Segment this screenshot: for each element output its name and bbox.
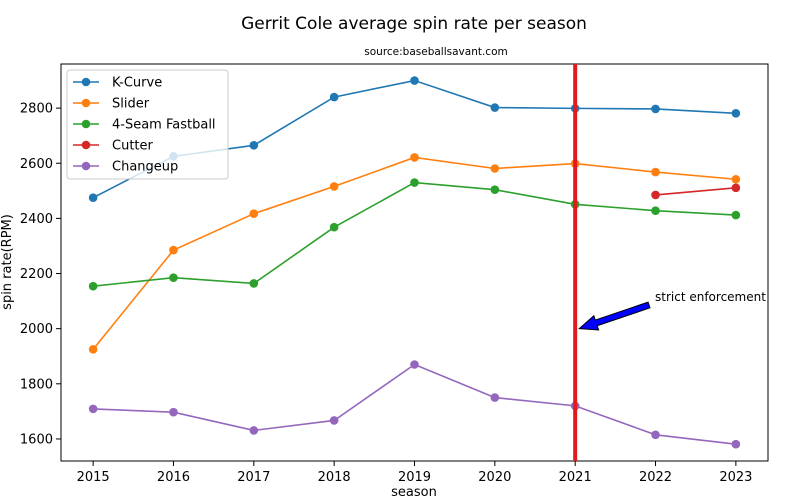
y-axis-label: spin rate(RPM) <box>0 214 15 310</box>
data-point-slider <box>329 182 339 191</box>
legend-marker <box>81 77 91 87</box>
data-point-slider <box>651 167 660 177</box>
legend-marker <box>81 161 91 171</box>
x-tick-label: 2017 <box>237 470 270 485</box>
annotation-arrow <box>577 301 651 331</box>
data-point-slider <box>88 345 98 354</box>
data-point-changeup <box>651 430 660 440</box>
legend-label: Cutter <box>112 139 154 154</box>
data-point-4-seam-fastball <box>249 279 259 288</box>
legend-label: 4-Seam Fastball <box>112 118 216 133</box>
x-tick-label: 2019 <box>398 470 431 485</box>
y-tick-label: 2800 <box>20 102 53 117</box>
data-point-slider <box>490 164 500 173</box>
data-point-4-seam-fastball <box>329 222 339 232</box>
legend-marker <box>81 140 91 150</box>
data-point-slider <box>731 174 741 184</box>
data-point-4-seam-fastball <box>410 178 419 187</box>
legend-label: Slider <box>112 97 150 112</box>
data-point-4-seam-fastball <box>169 273 178 282</box>
data-point-4-seam-fastball <box>490 185 500 195</box>
x-tick-label: 2015 <box>77 470 110 485</box>
data-point-changeup <box>731 439 741 449</box>
data-point-changeup <box>410 360 419 369</box>
data-point-slider <box>249 209 259 219</box>
data-point-cutter <box>731 183 741 193</box>
data-point-k-curve <box>249 141 259 150</box>
data-point-k-curve <box>410 76 419 85</box>
legend: K-Curve Slider 4-Seam Fastball Cutter Change… <box>66 69 229 180</box>
series-line-changeup <box>93 363 736 445</box>
x-tick-label: 2018 <box>318 470 351 485</box>
data-point-slider <box>169 245 178 255</box>
legend-marker <box>81 98 91 108</box>
x-tick-label: 2023 <box>719 470 752 485</box>
data-point-4-seam-fastball <box>651 206 660 215</box>
y-tick-label: 2200 <box>20 267 53 282</box>
data-point-k-curve <box>88 193 98 203</box>
y-tick-label: 2000 <box>20 322 53 337</box>
data-point-4-seam-fastball <box>88 281 98 291</box>
data-point-changeup <box>490 393 500 402</box>
x-tick-label: 2022 <box>639 470 672 485</box>
y-tick-label: 2400 <box>20 212 53 227</box>
y-tick-label: 2600 <box>20 157 53 172</box>
x-tick-label: 2016 <box>157 470 190 485</box>
legend-label: Changeup <box>112 160 178 175</box>
data-point-k-curve <box>329 92 339 102</box>
chart-title: Gerrit Cole average spin rate per season <box>241 14 587 34</box>
x-axis-label: season <box>391 485 437 500</box>
series-line-cutter <box>655 186 736 196</box>
data-point-slider <box>410 153 419 162</box>
legend-label: K-Curve <box>112 76 162 91</box>
data-point-k-curve <box>490 103 500 112</box>
annotation-group: strict enforcement <box>577 290 766 331</box>
series-line-4-seam-fastball <box>93 181 736 288</box>
plot-area: 2015 2016 2017 2018 2019 2020 2021 2022 2023 1600… <box>20 63 769 485</box>
y-tick-label: 1800 <box>20 377 53 392</box>
data-point-cutter <box>651 190 660 200</box>
legend-box <box>66 69 229 180</box>
data-point-changeup <box>249 426 259 435</box>
x-tick-label: 2020 <box>478 470 511 485</box>
data-point-changeup <box>169 407 178 417</box>
y-tick-label: 1600 <box>20 432 53 447</box>
legend-marker <box>81 119 91 129</box>
data-point-changeup <box>88 404 98 414</box>
data-point-4-seam-fastball <box>731 210 741 220</box>
data-point-changeup <box>329 416 339 425</box>
data-point-k-curve <box>651 104 660 114</box>
x-tick-label: 2021 <box>559 470 592 485</box>
chart-subtitle: source:baseballsavant.com <box>364 46 507 58</box>
data-point-k-curve <box>731 109 741 118</box>
annotation-text: strict enforcement <box>655 290 766 304</box>
